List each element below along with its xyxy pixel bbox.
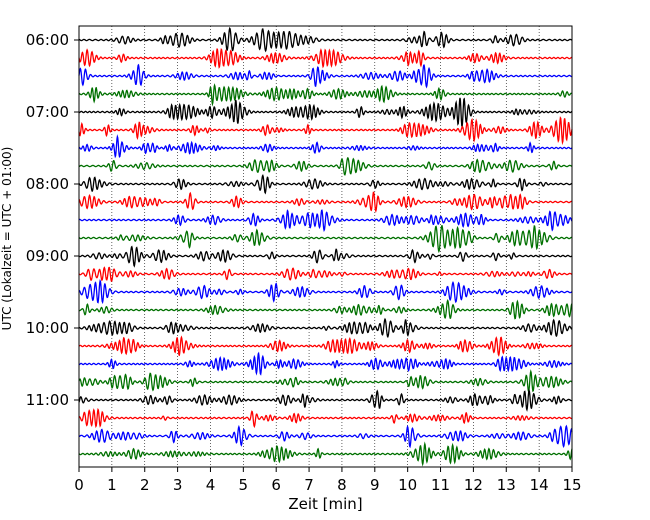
seismic-trace (78, 441, 573, 467)
seismic-trace (78, 335, 573, 357)
y-tick-label: 10:00 (26, 319, 69, 337)
y-tick-label: 08:00 (26, 175, 69, 193)
x-tick-label: 8 (337, 476, 347, 494)
seismic-trace (78, 369, 573, 394)
y-tick-label: 06:00 (26, 31, 69, 49)
seismic-trace (78, 63, 573, 89)
x-tick-label: 10 (398, 476, 417, 494)
seismic-trace (78, 278, 573, 305)
x-tick-label: 3 (173, 476, 183, 494)
x-axis: 0 1 2 3 4 5 6 7 8 9 10 11 12 13 14 15 (74, 467, 582, 494)
seismic-trace (78, 209, 573, 233)
seismic-trace (78, 26, 573, 53)
y-tick-label: 11:00 (26, 391, 69, 409)
seismic-trace (78, 388, 573, 412)
x-tick-label: 4 (206, 476, 216, 494)
seismic-trace (78, 224, 573, 254)
seismic-trace (78, 173, 573, 195)
seismic-trace (78, 97, 573, 130)
seismic-trace (78, 266, 573, 283)
x-tick-label: 1 (107, 476, 117, 494)
trace-group (78, 26, 573, 467)
x-tick-label: 5 (239, 476, 249, 494)
y-tick-label: 09:00 (26, 247, 69, 265)
seismic-trace (78, 351, 573, 376)
y-tick-label: 07:00 (26, 103, 69, 121)
seismic-trace (78, 157, 573, 176)
x-tick-label: 9 (370, 476, 380, 494)
y-axis-label: UTC (Lokalzeit = UTC + 01:00) (0, 147, 14, 331)
x-tick-label: 14 (530, 476, 549, 494)
seismic-trace (78, 298, 573, 320)
seismic-trace (78, 191, 573, 213)
x-tick-label: 6 (271, 476, 281, 494)
x-tick-label: 12 (464, 476, 483, 494)
x-tick-label: 2 (140, 476, 150, 494)
y-axis: 06:00 07:00 08:00 09:00 10:00 11:00 (26, 31, 79, 409)
seismic-trace (78, 134, 573, 159)
plot-frame (78, 25, 573, 468)
x-tick-label: 13 (497, 476, 516, 494)
seismic-trace (78, 407, 573, 429)
seismic-trace (78, 317, 573, 339)
x-tick-label: 15 (562, 476, 581, 494)
seismic-trace (78, 116, 573, 146)
x-tick-label: 11 (431, 476, 450, 494)
seismic-trace (78, 47, 573, 69)
seismic-trace (78, 424, 573, 449)
x-axis-label: Zeit [min] (288, 495, 362, 513)
x-tick-label: 7 (304, 476, 314, 494)
x-tick-label: 0 (74, 476, 84, 494)
seismic-trace (78, 83, 573, 107)
seismic-trace (78, 245, 573, 268)
